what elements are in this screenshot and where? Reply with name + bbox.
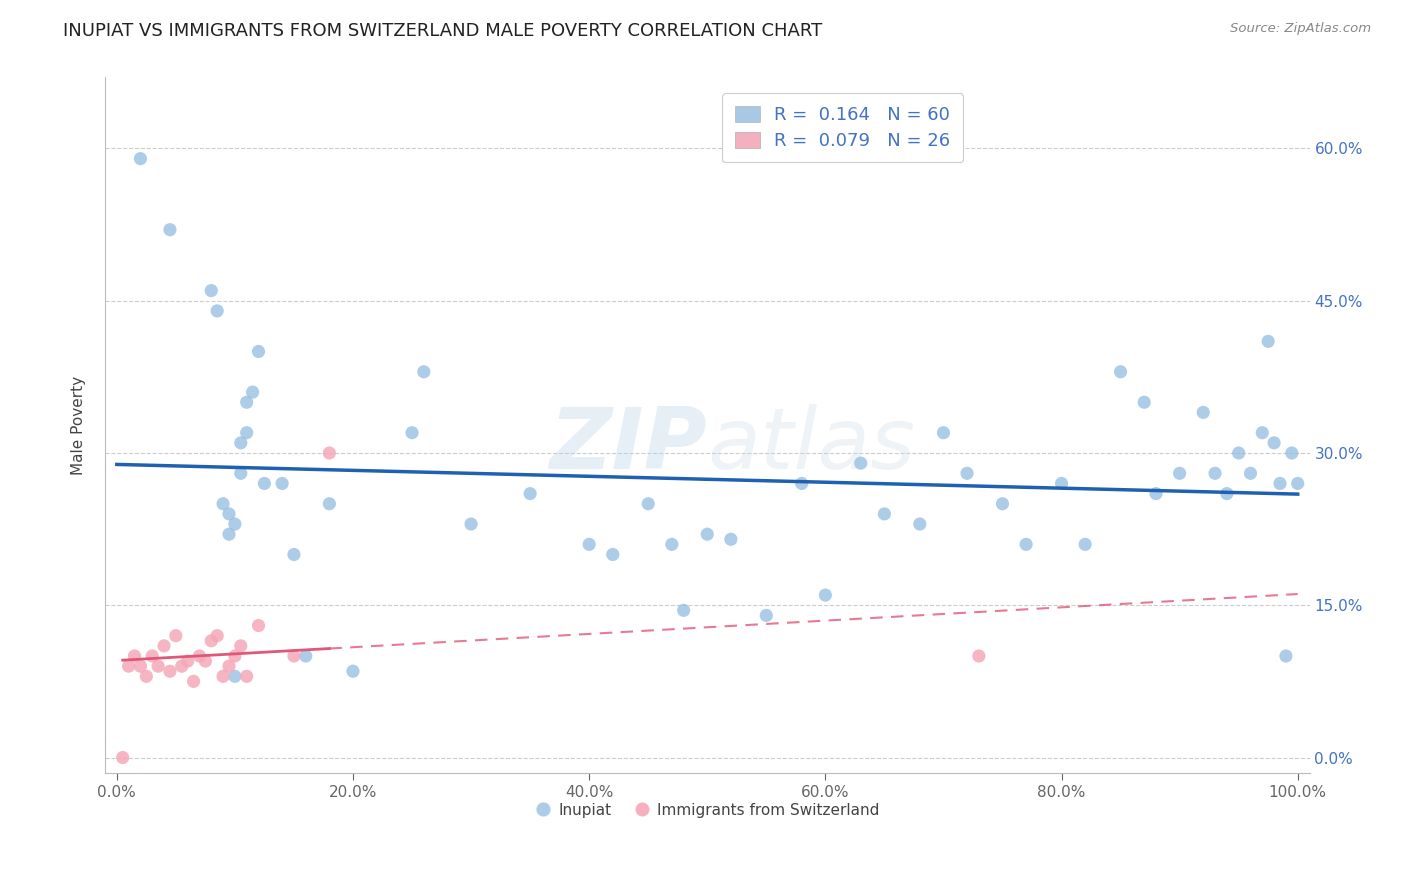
Legend: Inupiat, Immigrants from Switzerland: Inupiat, Immigrants from Switzerland: [529, 797, 886, 824]
Point: [1281, 446, 1303, 460]
Point: [1251, 425, 1274, 440]
Point: [1109, 365, 1132, 379]
Point: [212, 669, 235, 683]
Point: [218, 507, 240, 521]
Point: [242, 385, 264, 400]
Point: [224, 517, 246, 532]
Point: [124, 648, 146, 663]
Point: [401, 425, 423, 440]
Point: [205, 304, 228, 318]
Point: [1015, 537, 1038, 551]
Point: [318, 497, 340, 511]
Text: atlas: atlas: [707, 404, 915, 487]
Y-axis label: Male Poverty: Male Poverty: [72, 376, 86, 475]
Point: [159, 223, 181, 237]
Point: [1168, 467, 1191, 481]
Point: [672, 603, 695, 617]
Point: [814, 588, 837, 602]
Point: [247, 618, 270, 632]
Point: [205, 629, 228, 643]
Point: [218, 527, 240, 541]
Point: [159, 665, 181, 679]
Text: ZIP: ZIP: [550, 404, 707, 487]
Point: [153, 639, 176, 653]
Point: [956, 467, 979, 481]
Point: [224, 669, 246, 683]
Point: [1263, 435, 1285, 450]
Point: [1286, 476, 1309, 491]
Point: [412, 365, 434, 379]
Point: [873, 507, 896, 521]
Point: [271, 476, 294, 491]
Point: [1050, 476, 1073, 491]
Point: [129, 152, 152, 166]
Text: INUPIAT VS IMMIGRANTS FROM SWITZERLAND MALE POVERTY CORRELATION CHART: INUPIAT VS IMMIGRANTS FROM SWITZERLAND M…: [63, 22, 823, 40]
Text: Source: ZipAtlas.com: Source: ZipAtlas.com: [1230, 22, 1371, 36]
Point: [194, 654, 217, 668]
Point: [1239, 467, 1261, 481]
Point: [1227, 446, 1250, 460]
Point: [235, 669, 257, 683]
Point: [578, 537, 600, 551]
Point: [229, 639, 252, 653]
Point: [1133, 395, 1156, 409]
Point: [294, 648, 316, 663]
Point: [1192, 405, 1215, 419]
Point: [661, 537, 683, 551]
Point: [141, 648, 163, 663]
Point: [1144, 486, 1167, 500]
Point: [200, 633, 222, 648]
Point: [908, 517, 931, 532]
Point: [212, 497, 235, 511]
Point: [696, 527, 718, 541]
Point: [170, 659, 193, 673]
Point: [235, 425, 257, 440]
Point: [135, 669, 157, 683]
Point: [967, 648, 990, 663]
Point: [218, 659, 240, 673]
Point: [253, 476, 276, 491]
Point: [224, 648, 246, 663]
Point: [117, 659, 139, 673]
Point: [1216, 486, 1239, 500]
Point: [1204, 467, 1226, 481]
Point: [111, 750, 134, 764]
Point: [235, 395, 257, 409]
Point: [342, 665, 364, 679]
Point: [991, 497, 1014, 511]
Point: [790, 476, 813, 491]
Point: [1074, 537, 1097, 551]
Point: [229, 435, 252, 450]
Point: [1275, 648, 1298, 663]
Point: [129, 659, 152, 673]
Point: [755, 608, 778, 623]
Point: [247, 344, 270, 359]
Point: [283, 648, 305, 663]
Point: [932, 425, 955, 440]
Point: [176, 654, 198, 668]
Point: [188, 648, 211, 663]
Point: [183, 674, 205, 689]
Point: [318, 446, 340, 460]
Point: [720, 533, 742, 547]
Point: [200, 284, 222, 298]
Point: [849, 456, 872, 470]
Point: [146, 659, 169, 673]
Point: [165, 629, 187, 643]
Point: [229, 467, 252, 481]
Point: [602, 548, 624, 562]
Point: [283, 548, 305, 562]
Point: [1268, 476, 1291, 491]
Point: [1257, 334, 1279, 349]
Point: [519, 486, 541, 500]
Point: [460, 517, 482, 532]
Point: [637, 497, 659, 511]
